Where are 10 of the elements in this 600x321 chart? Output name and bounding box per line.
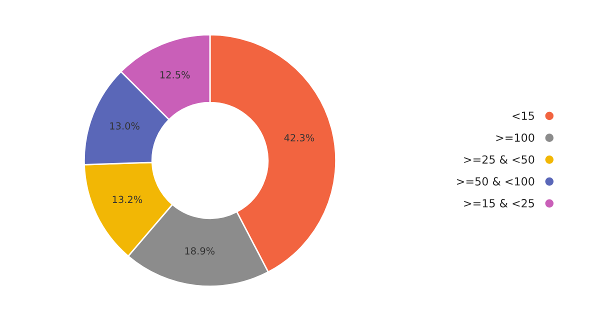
legend-label: >=50 & <100 — [457, 177, 534, 186]
data-label: 13.2% — [112, 196, 142, 204]
data-label: 12.5% — [160, 71, 190, 78]
data-label: 13.0% — [110, 122, 140, 130]
data-label: 42.3% — [284, 134, 314, 142]
legend-label: >=15 & <25 — [464, 199, 534, 208]
legend-label: >=25 & <50 — [464, 155, 534, 164]
legend-label: <15 — [512, 112, 534, 120]
legend-label: >=100 — [496, 133, 534, 142]
data-label: 18.9% — [185, 247, 215, 255]
